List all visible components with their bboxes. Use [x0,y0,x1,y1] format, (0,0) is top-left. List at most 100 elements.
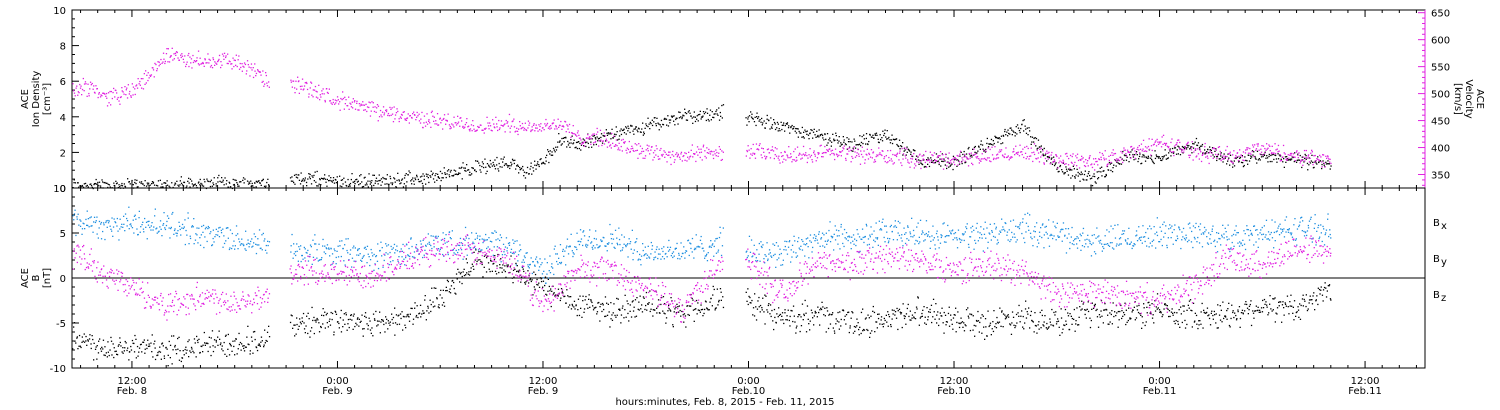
series-bx-point [345,314,347,316]
series-velocity-point [1304,160,1306,162]
series-velocity-point [1121,158,1123,161]
series-velocity-point [1056,155,1058,158]
series-ion-density-point [1194,141,1196,143]
series-velocity-point [545,118,547,121]
series-velocity-point [1244,152,1247,154]
series-ion-density-point [1123,159,1125,162]
series-velocity-point [1071,155,1073,158]
series-velocity-point [1091,163,1093,165]
series-bx-point [1159,311,1161,313]
series-bx-point [686,305,688,307]
series-ion-density-point [892,138,895,140]
series-ion-density-point [485,172,487,175]
series-velocity-point [964,160,966,162]
series-bx-point [1196,323,1198,325]
series-bx-point [695,308,697,310]
series-velocity-point [802,145,805,148]
series-velocity-point [1021,153,1023,156]
series-velocity-point [1134,157,1136,160]
series-bx-point [229,342,231,345]
series-ion-density-point [881,137,883,139]
series-ion-density-point [120,184,122,187]
series-velocity-point [1159,142,1161,144]
series-velocity-point [94,92,96,94]
series-bx-point [817,306,819,308]
series-velocity-point [1254,144,1256,146]
series-velocity-point [763,151,765,153]
series-ion-density-point [429,175,431,177]
series-bx-point [598,301,600,304]
series-ion-density-point [986,142,988,145]
series-ion-density-point [1029,130,1031,132]
series-ion-density-point [89,183,91,186]
series-ion-density-point [410,180,412,182]
series-ion-density-point [566,146,568,148]
series-velocity-point [677,154,679,157]
series-velocity-point [1066,155,1068,157]
series-ion-density-point [626,127,628,129]
series-velocity-point [411,117,413,119]
series-velocity-point [929,161,931,163]
series-ion-density-point [1241,155,1243,157]
series-velocity-point [721,150,723,152]
series-bx-point [388,322,390,324]
series-velocity-point [312,96,314,98]
series-velocity-point [538,124,540,126]
series-ion-density-point [607,132,609,134]
series-bx-point [83,333,85,335]
series-velocity-point [1030,155,1032,157]
series-velocity-point [587,138,589,140]
series-ion-density-point [1282,161,1284,163]
series-velocity-point [443,114,446,116]
series-velocity-point [1325,155,1327,157]
series-velocity-point [702,144,705,146]
series-velocity-point [1245,149,1247,151]
series-bx-point [1278,301,1280,303]
series-velocity-point [696,146,699,148]
series-bx-point [955,331,957,333]
series-bx-point [866,328,868,331]
series-bx-point [1252,312,1255,314]
series-velocity-point [394,114,397,116]
series-ion-density-point [961,162,963,165]
series-bx-point [1002,313,1005,315]
series-bx-point [201,345,203,348]
series-velocity-point [1102,154,1104,156]
series-bx-point [1049,318,1051,320]
series-velocity-point [620,139,623,141]
series-ion-density-point [1035,145,1037,147]
series-bx-point [344,323,346,325]
series-velocity-point [902,153,905,155]
series-bx-point [207,350,209,353]
series-bx-point [465,258,467,260]
series-ion-density-point [456,173,459,176]
series-bx-point [424,299,426,301]
series-ion-density-point [86,184,88,187]
series-ion-density-point [860,145,862,147]
series-ion-density-point [761,124,763,126]
series-ion-density-point [1091,177,1093,179]
series-ion-density-point [625,133,627,135]
series-bx-point [1123,314,1126,316]
series-velocity-point [784,150,786,153]
series-ion-density-point [1215,155,1218,158]
series-velocity-point [606,140,608,142]
series-ion-density-point [228,186,230,188]
series-bx-point [467,273,469,275]
series-velocity-point [1276,148,1278,150]
series-bx-point [1136,309,1139,311]
series-bx-point [320,325,322,328]
series-ion-density-point [217,177,219,179]
series-velocity-point [1329,158,1331,160]
series-ion-density-point [1007,129,1009,131]
series-bx-point [317,319,319,321]
series-velocity-point [214,64,216,66]
series-velocity-point [1230,160,1232,162]
series-velocity-point [369,102,371,104]
series-ion-density-point [1260,153,1262,156]
series-bx-point [291,315,293,317]
series-bx-point [1018,315,1020,317]
series-velocity-point [1249,152,1251,154]
series-velocity-point [850,161,852,163]
series-ion-density-point [601,142,604,144]
